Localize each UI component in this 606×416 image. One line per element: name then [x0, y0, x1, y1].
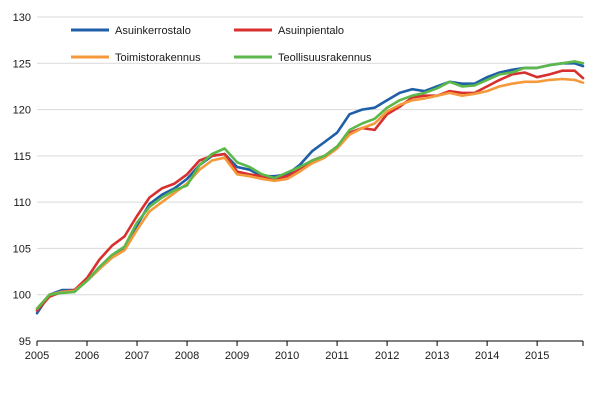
x-tick-label: 2009: [225, 350, 249, 362]
legend-label: Toimistorakennus: [115, 52, 201, 64]
series-line-toimistorakennus: [35, 77, 585, 310]
legend: Asuinkerrostalo Asuinpientalo Toimistorake…: [71, 25, 372, 64]
series-line-teollisuusrakennus: [35, 60, 585, 310]
series-line-asuinpientalo: [35, 69, 585, 312]
legend-item: Asuinkerrostalo: [71, 25, 191, 37]
y-tick-label: 125: [13, 58, 31, 70]
y-tick-label: 95: [19, 336, 31, 348]
y-tick-label: 110: [13, 197, 31, 209]
x-tick-label: 2014: [475, 350, 499, 362]
axes: 95 100 105 110 115 120 125 130 2005 2006 2007 2008 2…: [13, 12, 584, 362]
legend-label: Teollisuusrakennus: [278, 52, 372, 64]
x-tick-label: 2012: [375, 350, 399, 362]
x-tick-label: 2015: [525, 350, 549, 362]
series-layer: [35, 60, 585, 315]
y-tick-label: 100: [13, 290, 31, 302]
y-tick-label: 130: [13, 12, 31, 24]
x-tick-label: 2005: [25, 350, 49, 362]
legend-item: Asuinpientalo: [234, 25, 344, 37]
y-tick-label: 105: [13, 243, 31, 255]
x-tick-label: 2013: [425, 350, 449, 362]
y-tick-label: 120: [13, 105, 31, 117]
legend-item: Teollisuusrakennus: [234, 52, 372, 64]
x-tick-label: 2011: [325, 350, 349, 362]
series-line-asuinkerrostalo: [35, 62, 585, 315]
x-tick-label: 2006: [75, 350, 99, 362]
y-tick-label: 115: [13, 151, 31, 163]
legend-item: Toimistorakennus: [71, 52, 201, 64]
x-tick-label: 2010: [275, 350, 299, 362]
x-tick-label: 2007: [125, 350, 149, 362]
legend-label: Asuinkerrostalo: [115, 25, 191, 37]
x-tick-label: 2008: [175, 350, 199, 362]
grid: [37, 16, 583, 296]
legend-label: Asuinpientalo: [278, 25, 344, 37]
